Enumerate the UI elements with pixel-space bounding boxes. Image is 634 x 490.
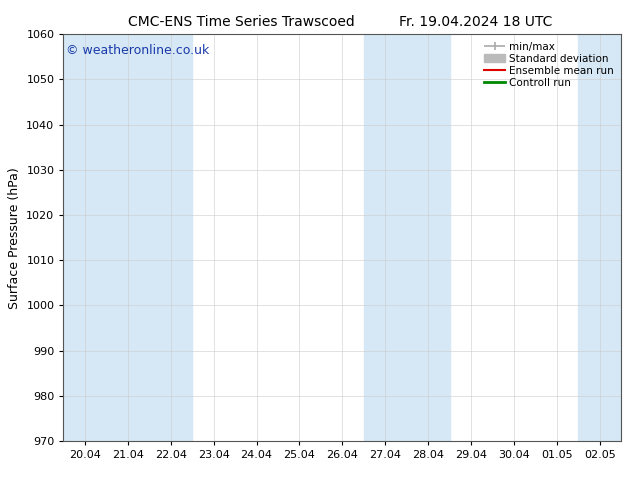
Bar bbox=[63, 34, 149, 441]
Bar bbox=[149, 34, 192, 441]
Text: Fr. 19.04.2024 18 UTC: Fr. 19.04.2024 18 UTC bbox=[399, 15, 552, 29]
Text: © weatheronline.co.uk: © weatheronline.co.uk bbox=[66, 45, 209, 57]
Y-axis label: Surface Pressure (hPa): Surface Pressure (hPa) bbox=[8, 167, 21, 309]
Legend: min/max, Standard deviation, Ensemble mean run, Controll run: min/max, Standard deviation, Ensemble me… bbox=[480, 37, 618, 92]
Bar bbox=[364, 34, 450, 441]
Text: CMC-ENS Time Series Trawscoed: CMC-ENS Time Series Trawscoed bbox=[127, 15, 354, 29]
Bar bbox=[578, 34, 621, 441]
